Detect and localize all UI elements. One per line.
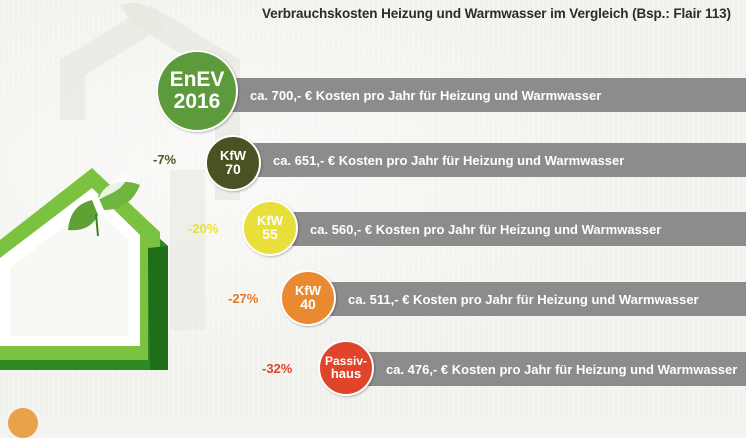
bar-label-1: ca. 700,- € Kosten pro Jahr für Heizung … [250,87,602,103]
badge-text-1-1: EnEV [169,67,225,91]
badge-5: Passiv-haus [318,340,374,396]
change-4: -27% [228,291,259,306]
change-3: -20% [188,221,219,236]
bar-5: ca. 476,- € Kosten pro Jahr für Heizung … [348,352,746,386]
badge-4: KfW 40 [280,270,336,326]
badge-text-1-2: 2016 [173,90,221,113]
badge-text-3-2: 55 [262,226,278,243]
bar-label-5: ca. 476,- € Kosten pro Jahr für Heizung … [386,361,738,377]
house-illustration [0,2,240,370]
chart-rows: ca. 700,- € Kosten pro Jahr für Heizung … [153,50,746,396]
badge-1: EnEV 2016 [156,50,238,132]
partial-badge [8,408,38,438]
badge-text-4-1: KfW [295,282,321,298]
badge-2: KfW 70 [205,135,261,191]
badge-3: KfW 55 [242,200,298,256]
change-5: -32% [262,361,293,376]
green-house-icon [0,168,168,370]
change-2: -7% [153,152,177,167]
badge-text-4-2: 40 [300,296,316,313]
bar-3: ca. 560,- € Kosten pro Jahr für Heizung … [272,212,746,246]
bar-label-3: ca. 560,- € Kosten pro Jahr für Heizung … [310,221,662,237]
badge-text-5-1: Passiv- [324,353,368,368]
bar-label-4: ca. 511,- € Kosten pro Jahr für Heizung … [348,291,699,307]
bar-2: ca. 651,- € Kosten pro Jahr für Heizung … [235,143,746,177]
bar-1: ca. 700,- € Kosten pro Jahr für Heizung … [205,78,746,112]
badge-text-2-2: 70 [225,161,241,178]
badge-text-3-1: KfW [257,212,283,228]
badge-text-5-2: haus [330,366,362,382]
chart-title: Verbrauchskosten Heizung und Warmwasser … [262,6,731,21]
badge-text-2-1: KfW [220,147,246,163]
bar-label-2: ca. 651,- € Kosten pro Jahr für Heizung … [273,152,625,168]
bar-4: ca. 511,- € Kosten pro Jahr für Heizung … [310,282,746,316]
